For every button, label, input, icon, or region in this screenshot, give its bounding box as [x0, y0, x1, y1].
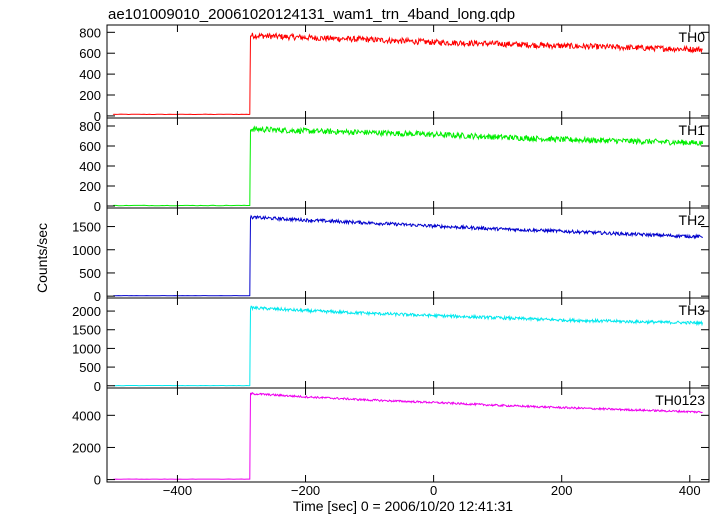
series-label: TH0	[679, 29, 706, 45]
y-tick-label: 1000	[72, 341, 101, 356]
y-tick-label: 200	[79, 179, 101, 194]
y-tick-label: 0	[94, 473, 101, 488]
y-tick-label: 1000	[72, 243, 101, 258]
series-label: TH2	[679, 212, 706, 228]
y-tick-label: 500	[79, 266, 101, 281]
panel-th1: 0 200 400 600 800 TH1	[79, 117, 710, 214]
series-label: TH3	[679, 302, 706, 318]
y-tick-label: 600	[79, 139, 101, 154]
x-tick-label: −200	[291, 483, 320, 498]
y-tick-label: 0	[94, 199, 101, 214]
series-line-th2	[112, 214, 703, 297]
panel-frame	[106, 297, 710, 389]
y-tick-label: 1500	[72, 220, 101, 235]
x-tick-label: 200	[551, 483, 573, 498]
panel-frame	[106, 387, 710, 483]
y-tick-label: 500	[79, 360, 101, 375]
panel-th0123: 0 2000 4000 TH0123	[72, 387, 710, 488]
series-line-th1	[112, 125, 704, 207]
y-tick-label: 0	[94, 109, 101, 124]
y-axis-label: Counts/sec	[34, 223, 50, 293]
panel-th2: 0 500 1000 1500 TH2	[72, 207, 710, 304]
panel-th3: 0 500 1000 1500 2000 TH3	[72, 297, 710, 394]
y-tick-label: 2000	[72, 440, 101, 455]
panels: 0 200 400 600 800 TH0 0 200 400 600 800 TH1 0 500 1000…	[72, 24, 710, 488]
y-tick-label: 200	[79, 88, 101, 103]
x-axis-label: Time [sec] 0 = 2006/10/20 12:41:31	[293, 498, 513, 514]
y-tick-label: 400	[79, 67, 101, 82]
chart-title: ae101009010_20061020124131_wam1_trn_4ban…	[108, 6, 515, 23]
x-tick-label: 0	[430, 483, 437, 498]
series-line-th0123	[112, 392, 703, 480]
series-line-th0	[112, 32, 703, 116]
y-tick-label: 800	[79, 25, 101, 40]
y-tick-label: 1500	[72, 323, 101, 338]
panel-frame	[106, 207, 710, 299]
y-tick-label: 800	[79, 119, 101, 134]
panel-th0: 0 200 400 600 800 TH0	[79, 24, 710, 124]
series-line-th3	[112, 305, 704, 387]
series-label: TH0123	[655, 392, 705, 408]
y-tick-label: 4000	[72, 408, 101, 423]
series-label: TH1	[679, 122, 706, 138]
y-tick-label: 0	[94, 289, 101, 304]
panel-frame	[106, 117, 710, 209]
x-axis: −400 −200 0 200 400	[163, 483, 701, 498]
y-tick-label: 0	[94, 379, 101, 394]
x-tick-label: −400	[163, 483, 192, 498]
x-tick-label: 400	[679, 483, 701, 498]
y-tick-label: 2000	[72, 304, 101, 319]
y-tick-label: 400	[79, 159, 101, 174]
y-tick-label: 600	[79, 46, 101, 61]
